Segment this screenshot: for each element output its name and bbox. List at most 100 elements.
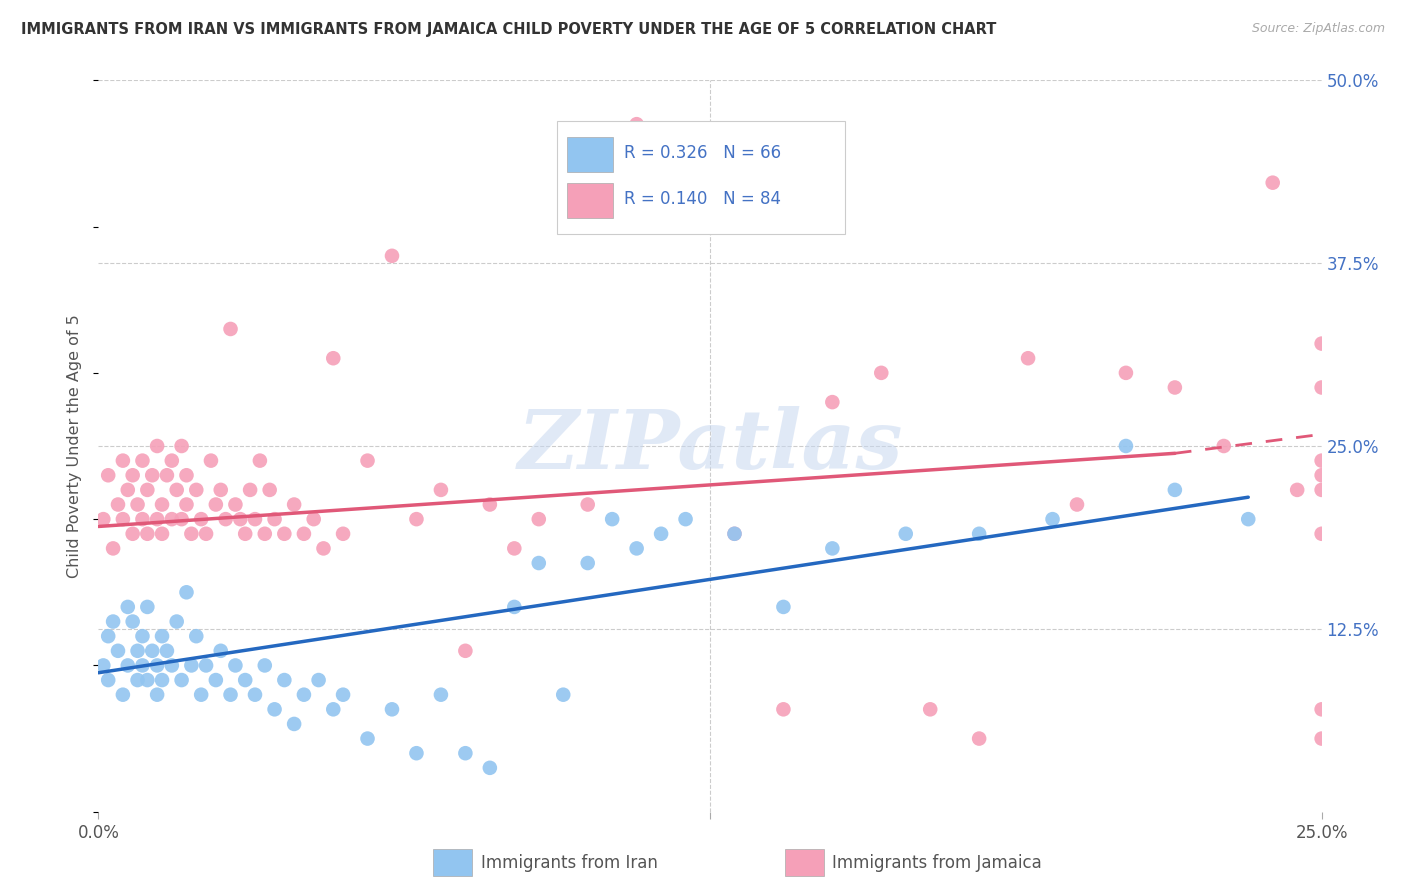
Point bbox=[332, 526, 354, 541]
Point bbox=[166, 483, 188, 497]
Point bbox=[263, 512, 285, 526]
Point bbox=[117, 599, 139, 614]
Point bbox=[626, 117, 648, 131]
Point bbox=[1042, 512, 1064, 526]
Point bbox=[527, 556, 550, 570]
Text: Immigrants from Iran: Immigrants from Iran bbox=[481, 854, 658, 871]
Point bbox=[1310, 702, 1333, 716]
Point bbox=[870, 366, 893, 380]
Point bbox=[146, 439, 169, 453]
Text: Source: ZipAtlas.com: Source: ZipAtlas.com bbox=[1251, 22, 1385, 36]
Point bbox=[150, 498, 173, 512]
Point bbox=[219, 322, 242, 336]
Point bbox=[136, 483, 159, 497]
Point bbox=[1310, 380, 1333, 394]
Point bbox=[576, 498, 599, 512]
Point bbox=[101, 541, 124, 556]
Point bbox=[430, 688, 453, 702]
Point bbox=[190, 688, 212, 702]
FancyBboxPatch shape bbox=[557, 120, 845, 234]
Point bbox=[576, 556, 599, 570]
Point bbox=[322, 702, 344, 716]
Point bbox=[650, 526, 672, 541]
Point bbox=[111, 688, 134, 702]
Point bbox=[243, 512, 266, 526]
Point bbox=[166, 615, 188, 629]
Point bbox=[283, 498, 305, 512]
Point bbox=[170, 673, 193, 687]
Point bbox=[136, 526, 159, 541]
Point bbox=[243, 688, 266, 702]
Text: R = 0.140   N = 84: R = 0.140 N = 84 bbox=[624, 190, 782, 208]
Point bbox=[478, 498, 501, 512]
Point bbox=[1310, 468, 1333, 483]
Point bbox=[263, 702, 285, 716]
Point bbox=[273, 673, 295, 687]
Point bbox=[141, 468, 163, 483]
Point bbox=[97, 468, 120, 483]
Point bbox=[205, 673, 228, 687]
Point bbox=[97, 673, 120, 687]
Point bbox=[156, 644, 179, 658]
Point bbox=[156, 468, 179, 483]
Point bbox=[259, 483, 281, 497]
Point bbox=[723, 526, 745, 541]
Point bbox=[97, 629, 120, 643]
Point bbox=[190, 512, 212, 526]
Point bbox=[675, 512, 697, 526]
Point bbox=[209, 483, 232, 497]
Point bbox=[454, 644, 477, 658]
Point bbox=[170, 439, 193, 453]
Point bbox=[1017, 351, 1039, 366]
Point bbox=[253, 658, 276, 673]
Point bbox=[503, 541, 526, 556]
Point bbox=[146, 512, 169, 526]
FancyBboxPatch shape bbox=[567, 183, 613, 218]
Text: IMMIGRANTS FROM IRAN VS IMMIGRANTS FROM JAMAICA CHILD POVERTY UNDER THE AGE OF 5: IMMIGRANTS FROM IRAN VS IMMIGRANTS FROM … bbox=[21, 22, 997, 37]
Point bbox=[186, 629, 208, 643]
Point bbox=[107, 498, 129, 512]
Point bbox=[91, 658, 114, 673]
Point bbox=[150, 629, 173, 643]
Point bbox=[170, 512, 193, 526]
Point bbox=[723, 526, 745, 541]
Point bbox=[233, 526, 256, 541]
Point bbox=[160, 512, 183, 526]
Point bbox=[150, 673, 173, 687]
Point bbox=[224, 498, 246, 512]
Point bbox=[292, 688, 315, 702]
Point bbox=[117, 483, 139, 497]
Point bbox=[478, 761, 501, 775]
Point bbox=[131, 512, 153, 526]
FancyBboxPatch shape bbox=[567, 136, 613, 171]
Point bbox=[430, 483, 453, 497]
Point bbox=[894, 526, 917, 541]
Point bbox=[146, 658, 169, 673]
Point bbox=[127, 644, 149, 658]
Point bbox=[136, 599, 159, 614]
Point bbox=[176, 585, 198, 599]
Point bbox=[356, 731, 378, 746]
Point bbox=[176, 468, 198, 483]
Point bbox=[160, 658, 183, 673]
Point bbox=[454, 746, 477, 760]
Point bbox=[626, 541, 648, 556]
Point bbox=[136, 673, 159, 687]
Point bbox=[1310, 731, 1333, 746]
Point bbox=[503, 599, 526, 614]
Point bbox=[967, 526, 990, 541]
Point bbox=[131, 453, 153, 467]
Point bbox=[1164, 380, 1187, 394]
Point bbox=[101, 615, 124, 629]
Point bbox=[600, 512, 623, 526]
Point bbox=[91, 512, 114, 526]
Point bbox=[205, 498, 228, 512]
Point bbox=[150, 526, 173, 541]
Point bbox=[527, 512, 550, 526]
Point bbox=[322, 351, 344, 366]
Point bbox=[381, 249, 404, 263]
Point bbox=[1286, 483, 1309, 497]
Point bbox=[675, 161, 697, 175]
Point bbox=[214, 512, 236, 526]
Y-axis label: Child Poverty Under the Age of 5: Child Poverty Under the Age of 5 bbox=[67, 314, 83, 578]
